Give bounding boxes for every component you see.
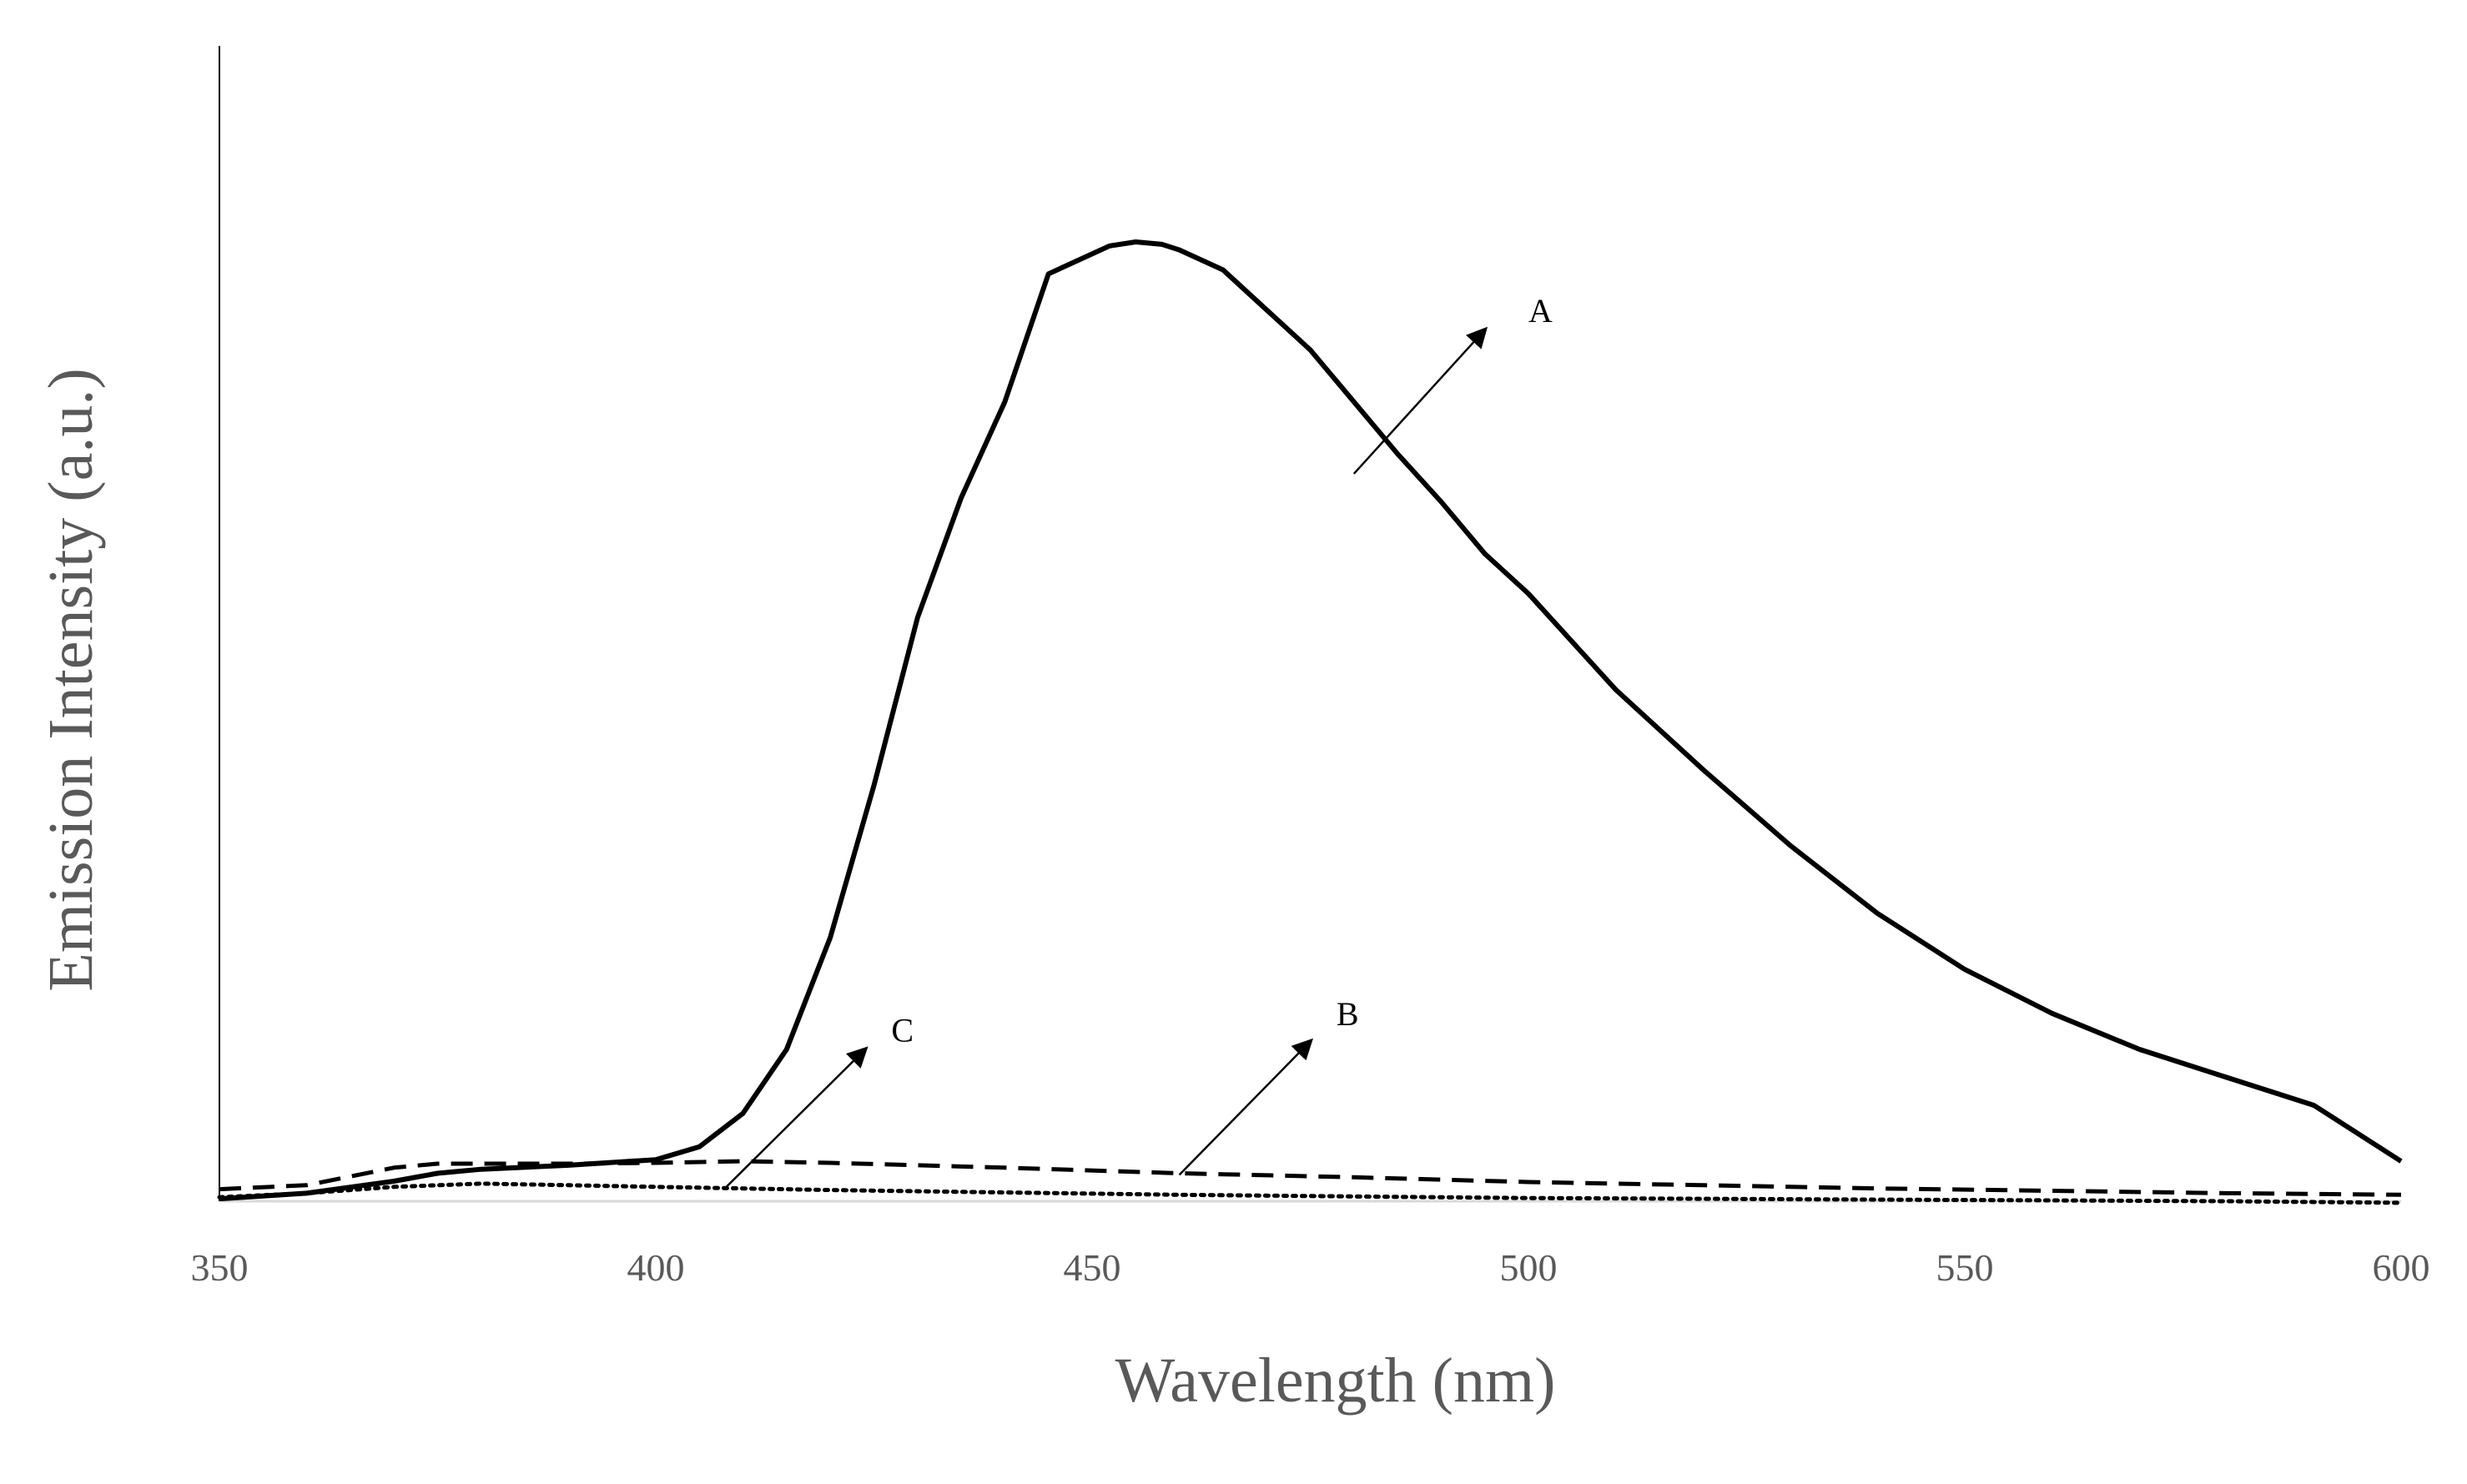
series-line-C [217, 1181, 2404, 1205]
annotation-arrow-A [1352, 326, 1488, 475]
annotation-label-A: A [1528, 292, 1553, 329]
annotation-label-B: B [1337, 995, 1359, 1033]
series-line-A [219, 239, 2403, 1202]
x-axis-title: Wavelength (nm) [1115, 1346, 1556, 1416]
x-tick-label: 600 [2373, 1246, 2430, 1289]
annotation-arrow-B [1178, 1038, 1314, 1176]
x-tick-label: 450 [1064, 1246, 1121, 1289]
annotation-layer: A B C [724, 292, 1553, 1189]
x-tick-label: 400 [627, 1246, 685, 1289]
annotation-label-C: C [891, 1011, 914, 1049]
y-axis-title: Emission Intensity (a.u.) [36, 368, 106, 991]
tick-label-layer: 350 400 450 500 550 600 [191, 1246, 2430, 1289]
series-line-B [219, 1159, 2402, 1197]
x-tick-label: 350 [191, 1246, 249, 1289]
x-tick-label: 550 [1936, 1246, 1994, 1289]
series-layer [217, 239, 2404, 1205]
annotation-arrow-C [724, 1046, 868, 1189]
x-tick-label: 500 [1500, 1246, 1558, 1289]
